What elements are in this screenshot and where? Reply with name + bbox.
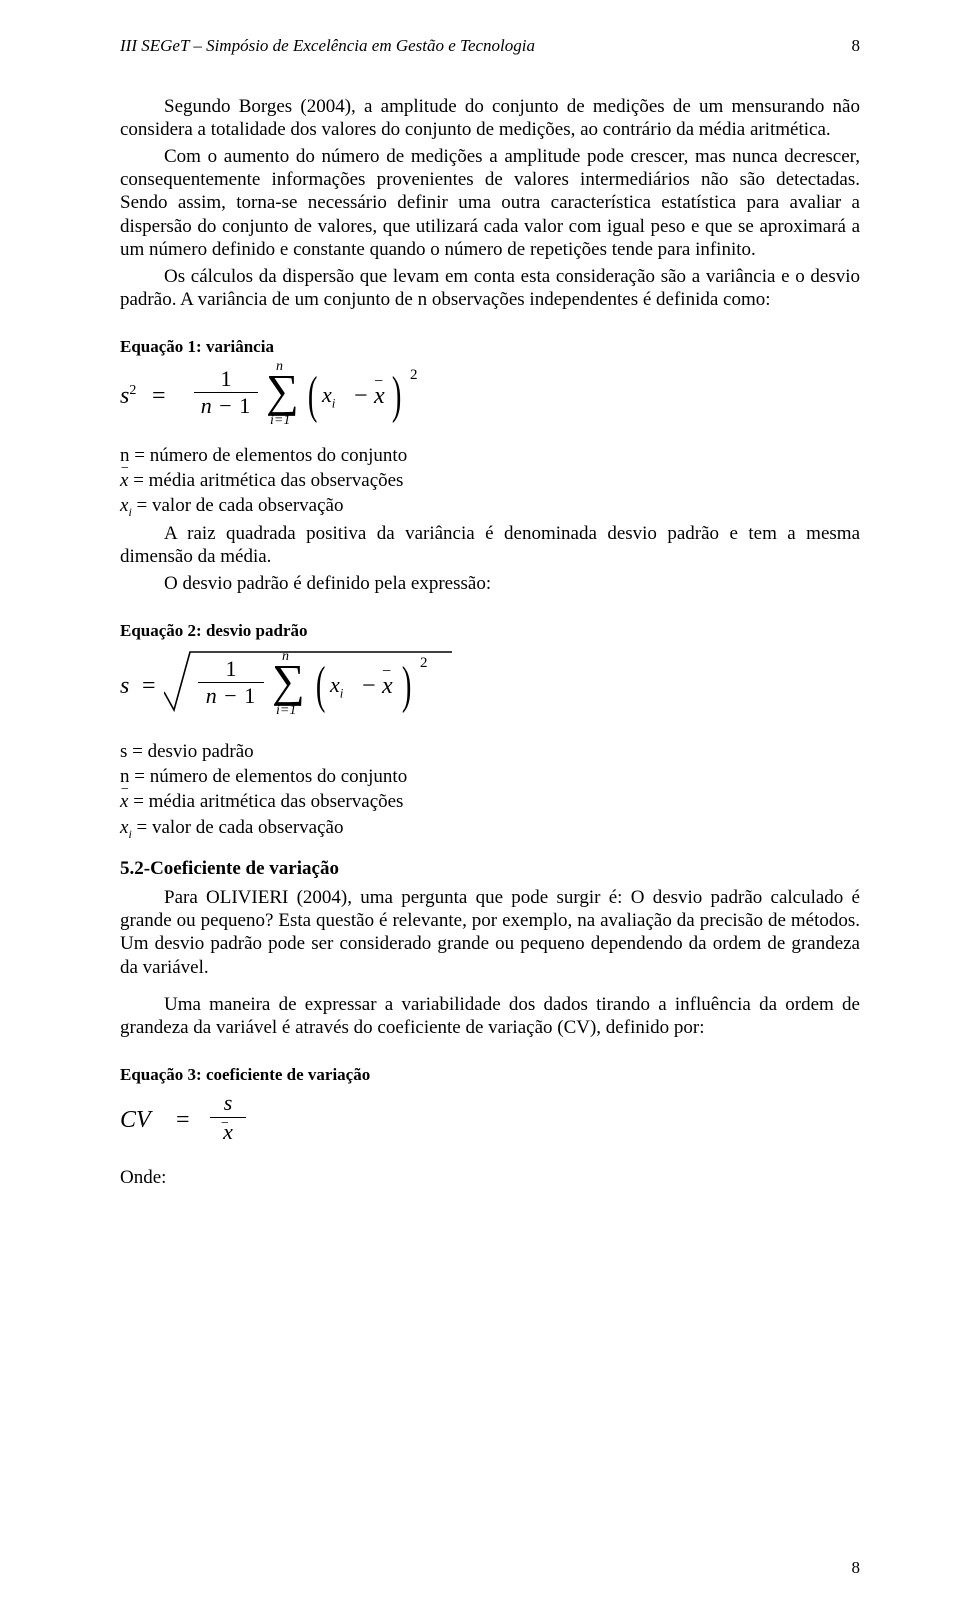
section-5-2-p1-text: Para OLIVIERI (2004), uma pergunta que p… <box>120 887 860 978</box>
paragraph-follow-2: O desvio padrão é definido pela expressã… <box>120 572 860 595</box>
eq1-sigma-icon: ∑ <box>266 368 299 414</box>
paragraph-3-text: Os cálculos da dispersão que levam em co… <box>120 266 860 310</box>
paragraph-2-text: Com o aumento do número de medições a am… <box>120 146 860 260</box>
eq1-frac-num: 1 <box>194 368 258 390</box>
equation-2: s = 1 n − 1 n ∑ i=1 ( xi − −x ) 2 <box>120 646 860 726</box>
def-xi-1: xi = valor de cada observação <box>120 494 860 519</box>
section-5-2-p2: Uma maneira de expressar a variabilidade… <box>120 993 860 1039</box>
equation-3: CV = s −x <box>120 1090 860 1152</box>
paragraph-follow-1-text: A raiz quadrada positiva da variância é … <box>120 523 860 567</box>
paragraph-follow-2-text: O desvio padrão é definido pela expressã… <box>164 573 491 594</box>
paragraph-2: Com o aumento do número de medições a am… <box>120 145 860 261</box>
eq3-num: s <box>214 1092 242 1114</box>
section-5-2-title: 5.2-Coeficiente de variação <box>120 857 860 880</box>
eq2-lparen: ( <box>316 654 326 717</box>
eq1-lhs: s2 <box>120 382 136 411</box>
eq2-xbar: −x <box>382 672 393 701</box>
running-header: III SEGeT – Simpósio de Excelência em Ge… <box>120 36 860 57</box>
eq1-rparen: ) <box>392 364 402 427</box>
onde-label: Onde: <box>120 1166 860 1189</box>
eq3-equals: = <box>176 1106 190 1135</box>
def-xbar-1-text: = média aritmética das observações <box>128 470 403 491</box>
equation-3-title: Equação 3: coeficiente de variação <box>120 1065 860 1086</box>
section-5-2-p2-text: Uma maneira de expressar a variabilidade… <box>120 994 860 1038</box>
header-left: III SEGeT – Simpósio de Excelência em Ge… <box>120 36 535 55</box>
equation-1: s2 = 1 n − 1 n ∑ i=1 ( xi − −x ) 2 <box>120 362 860 430</box>
eq2-sigma-icon: ∑ <box>272 658 305 704</box>
paragraph-1: Segundo Borges (2004), a amplitude do co… <box>120 95 860 141</box>
xbar-symbol: −x <box>120 470 128 491</box>
xi-symbol-2: xi <box>120 817 132 838</box>
eq2-lhs: s <box>120 672 129 701</box>
def-n-2: n = número de elementos do conjunto <box>120 765 860 788</box>
section-5-2-p1: Para OLIVIERI (2004), uma pergunta que p… <box>120 886 860 979</box>
eq3-fraction: s −x <box>214 1092 242 1143</box>
footer-page-number: 8 <box>852 1558 861 1579</box>
header-page-number: 8 <box>852 36 861 57</box>
def-xi-2-text: = valor de cada observação <box>132 817 344 838</box>
eq1-minus: − <box>354 382 368 411</box>
def-xbar-2-text: = média aritmética das observações <box>128 791 403 812</box>
eq3-den: −x <box>214 1121 242 1143</box>
def-n-1: n = número de elementos do conjunto <box>120 444 860 467</box>
def-xi-1-text: = valor de cada observação <box>132 495 344 516</box>
def-xi-2: xi = valor de cada observação <box>120 816 860 841</box>
eq2-equals: = <box>142 672 156 701</box>
eq2-frac-den: n − 1 <box>198 685 264 707</box>
eq3-cv: CV <box>120 1106 151 1135</box>
eq2-fraction: 1 n − 1 <box>198 658 264 707</box>
eq2-frac-num: 1 <box>198 658 264 680</box>
eq1-equals: = <box>152 382 166 411</box>
paragraph-3: Os cálculos da dispersão que levam em co… <box>120 265 860 311</box>
eq1-outer-sq: 2 <box>410 366 418 384</box>
page: III SEGeT – Simpósio de Excelência em Ge… <box>0 0 960 1603</box>
paragraph-1-text: Segundo Borges (2004), a amplitude do co… <box>120 96 860 140</box>
equation-1-title: Equação 1: variância <box>120 337 860 358</box>
xbar-symbol-2: −x <box>120 791 128 812</box>
eq1-sum-lower: i=1 <box>270 412 290 429</box>
eq2-sum-lower: i=1 <box>276 702 296 719</box>
eq1-lparen: ( <box>308 364 318 427</box>
def-xbar-2: −x = média aritmética das observações <box>120 790 860 813</box>
eq1-lhs-sq: 2 <box>129 383 136 398</box>
eq1-frac-den: n − 1 <box>194 395 258 417</box>
eq2-xi: xi <box>330 672 343 701</box>
paragraph-follow-1: A raiz quadrada positiva da variância é … <box>120 522 860 568</box>
eq1-fraction: 1 n − 1 <box>194 368 258 417</box>
eq1-xi: xi <box>322 382 335 411</box>
xi-symbol: xi <box>120 495 132 516</box>
eq2-minus: − <box>362 672 376 701</box>
eq2-outer-sq: 2 <box>420 654 428 672</box>
eq1-xbar: −x <box>374 382 385 411</box>
def-xbar-1: −x = média aritmética das observações <box>120 469 860 492</box>
def-s: s = desvio padrão <box>120 740 860 763</box>
eq2-rparen: ) <box>402 654 412 717</box>
equation-2-title: Equação 2: desvio padrão <box>120 621 860 642</box>
